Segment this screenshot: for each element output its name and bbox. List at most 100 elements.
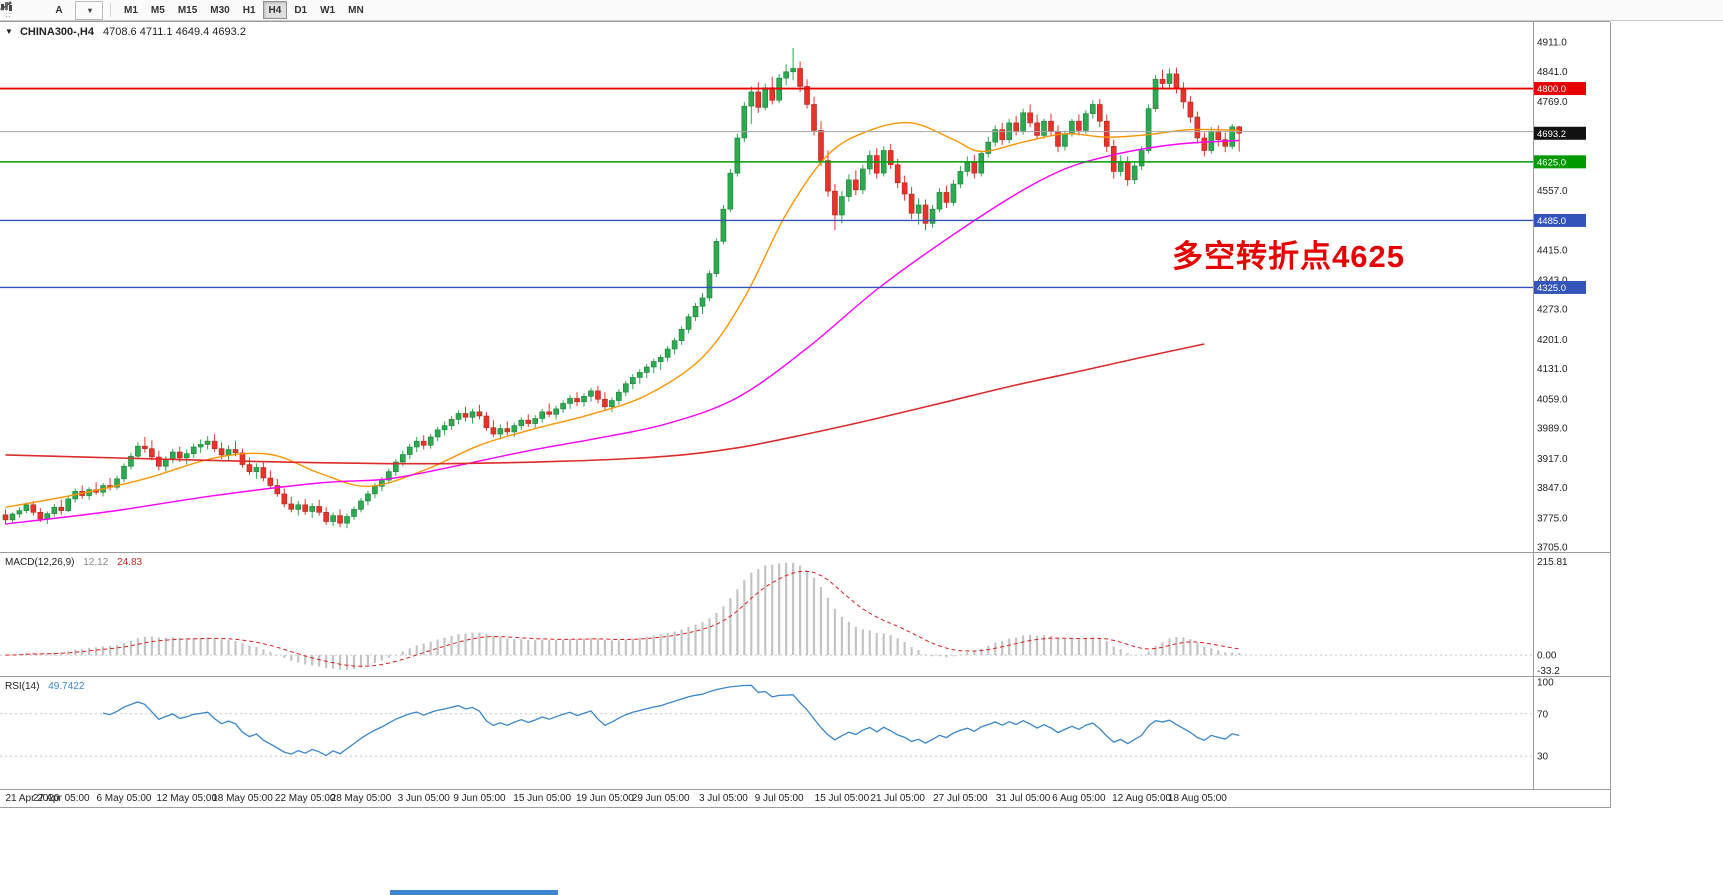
- candle-body: [1145, 108, 1152, 151]
- candle-body: [399, 454, 406, 463]
- ma-line-slow: [5, 343, 1205, 465]
- time-axis-label: 29 Jun 05:00: [632, 793, 690, 804]
- price-tag-box: [1534, 126, 1586, 140]
- chart-expand-icon[interactable]: ▼: [5, 27, 13, 36]
- candle-body: [643, 366, 650, 373]
- candle-body: [1083, 113, 1089, 131]
- candle-body: [163, 458, 169, 467]
- candle-body: [1055, 130, 1061, 147]
- candle-body: [1180, 88, 1187, 103]
- draw-tool-button[interactable]: ▾: [0, 0, 103, 20]
- tf-button-H4[interactable]: H4: [262, 1, 288, 19]
- candle-body: [448, 419, 455, 426]
- tf-button-M5[interactable]: M5: [150, 4, 165, 16]
- candle-body: [169, 451, 176, 460]
- price-axis-label: 4911.0: [1537, 38, 1567, 49]
- price-axis-label: 4557.0: [1537, 186, 1568, 197]
- tf-button-MN[interactable]: MN: [348, 4, 364, 16]
- toolbar-separator: [110, 3, 111, 17]
- annotation-text[interactable]: 多空转折点4625: [1172, 239, 1405, 274]
- price-axis-label: 4201.0: [1537, 335, 1568, 346]
- tf-button-H1[interactable]: H1: [242, 4, 256, 16]
- candle-body: [908, 193, 915, 214]
- price-axis-label: 4343.0: [1537, 275, 1568, 286]
- candle-body: [936, 192, 943, 210]
- candle-body: [490, 427, 497, 435]
- candle-body: [497, 428, 504, 435]
- candle-body: [413, 440, 420, 448]
- chart-type-button[interactable]: [1, 1, 43, 20]
- tf-button-M1[interactable]: M1: [124, 4, 138, 16]
- candle-body: [9, 513, 16, 521]
- candle-body: [943, 192, 950, 203]
- candle-body: [678, 329, 685, 341]
- candle-body: [330, 515, 336, 522]
- candle-body: [978, 153, 985, 174]
- candle-body: [1110, 146, 1117, 172]
- candle-body: [114, 478, 120, 488]
- candle-body: [692, 305, 699, 318]
- tf-button-W1[interactable]: W1: [320, 4, 336, 16]
- candle-body: [797, 68, 803, 87]
- price-axis-label: 3917.0: [1537, 454, 1568, 465]
- price-axis: 4911.04841.04769.04697.04625.04557.04485…: [1537, 38, 1568, 554]
- macd-signal-line: [5, 570, 1240, 667]
- bottom-edge-artifact: [390, 890, 558, 895]
- candle-body: [769, 87, 776, 101]
- price-tag-text: 4693.2: [1537, 129, 1566, 140]
- tf-button-D1[interactable]: D1: [294, 4, 308, 16]
- candle-body: [1222, 139, 1229, 147]
- candle-body: [1027, 112, 1033, 124]
- candle-body: [894, 164, 901, 184]
- candle-body: [588, 390, 594, 397]
- text-tool-button[interactable]: A: [45, 1, 73, 20]
- candle-body: [664, 348, 671, 358]
- price-tag-4485.0: 4485.0: [1534, 213, 1586, 227]
- price-axis-label: 3989.0: [1537, 424, 1568, 435]
- price-axis-label: 3705.0: [1537, 543, 1568, 554]
- candle-body: [992, 129, 999, 143]
- candle-body: [211, 440, 218, 449]
- candle-body: [58, 506, 65, 511]
- candle-body: [427, 436, 434, 446]
- price-axis-label: 4415.0: [1537, 245, 1568, 256]
- toolbar: A ▾ M1 M5 M15 M30 H1 H4 D1 W1 MN: [0, 0, 1723, 21]
- time-axis-label: 27 Jul 05:00: [933, 793, 988, 804]
- candle-body: [462, 413, 469, 418]
- candle-body: [1173, 73, 1180, 89]
- candle-body: [922, 204, 929, 224]
- rsi-axis-label: 70: [1537, 709, 1549, 720]
- candle-body: [713, 241, 720, 274]
- candle-body: [560, 403, 566, 410]
- candle-body: [393, 461, 399, 472]
- candle-body: [128, 455, 134, 467]
- time-axis-label: 31 Jul 05:00: [996, 793, 1051, 804]
- candle-body: [901, 182, 908, 195]
- macd-axis-max: 215.81: [1537, 557, 1568, 568]
- candle-body: [295, 504, 302, 510]
- candle-body: [846, 179, 852, 197]
- candle-body: [1103, 120, 1110, 147]
- candle-body: [135, 445, 141, 457]
- candle-body: [818, 130, 824, 161]
- tf-button-M15[interactable]: M15: [177, 4, 198, 16]
- price-tag-box: [1534, 82, 1586, 96]
- tf-button-M30[interactable]: M30: [210, 4, 230, 16]
- candle-body: [1062, 133, 1068, 147]
- time-axis-label: 3 Jun 05:00: [398, 793, 451, 804]
- time-axis-label: 12 Aug 05:00: [1112, 793, 1171, 804]
- candle-body: [915, 204, 922, 214]
- candle-body: [699, 297, 706, 307]
- dropdown-caret-icon: ▾: [87, 5, 92, 15]
- price-tag-4693.2: 4693.2: [1534, 126, 1586, 140]
- candle-body: [1208, 130, 1215, 151]
- macd-main-value: 12.12: [83, 557, 109, 568]
- candle-body: [999, 129, 1006, 140]
- candle-body: [1048, 120, 1054, 132]
- time-axis-label: 6 Aug 05:00: [1052, 793, 1106, 804]
- candle-body: [239, 452, 246, 465]
- candle-body: [121, 465, 127, 480]
- candle-body: [929, 208, 936, 224]
- candle-body: [1131, 165, 1138, 181]
